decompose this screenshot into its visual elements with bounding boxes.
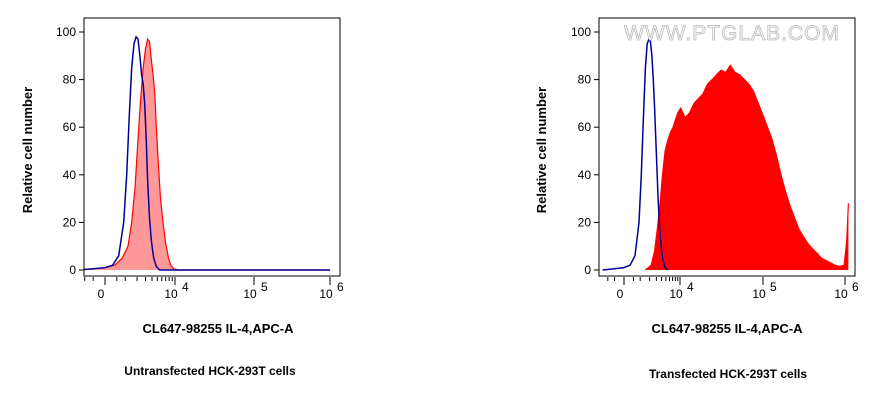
y-axis-ticks: 0 20 40 60 80 100 — [56, 25, 84, 277]
histogram-area-0 — [645, 65, 849, 270]
y-tick-label: 80 — [578, 73, 592, 87]
y-tick-label: 60 — [63, 120, 77, 134]
x-tick-exponent: 4 — [687, 280, 694, 294]
chart-panel-untransfected: Relative cell number 0 20 40 60 80 100 0 10 4 10… — [20, 17, 344, 378]
x-tick-label: 0 — [98, 287, 105, 301]
y-tick-label: 100 — [571, 25, 591, 39]
chart-panel-transfected: Relative cell number WWW.PTGLAB.COM 0 20 4… — [534, 17, 859, 381]
plot-frame — [83, 17, 341, 277]
x-tick-exponent: 4 — [182, 280, 189, 294]
x-tick-exponent: 5 — [261, 280, 268, 294]
x-tick-label: 10 — [669, 287, 683, 301]
x-tick-label: 10 — [834, 287, 848, 301]
y-tick-label: 100 — [56, 25, 76, 39]
y-tick-label: 0 — [69, 263, 76, 277]
histogram-line-0 — [645, 64, 849, 271]
histogram-area-0 — [84, 39, 330, 270]
x-tick-exponent: 6 — [852, 280, 859, 294]
x-tick-label: 10 — [164, 287, 178, 301]
y-tick-label: 0 — [584, 263, 591, 277]
watermark: WWW.PTGLAB.COM — [624, 22, 840, 45]
x-tick-label: 0 — [617, 287, 624, 301]
y-axis-title: Relative cell number — [20, 87, 35, 213]
x-tick-label: 10 — [319, 287, 333, 301]
x-tick-label: 10 — [243, 287, 257, 301]
plot-area — [602, 37, 849, 271]
panel-caption: Untransfected HCK-293T cells — [124, 364, 296, 378]
series-layer — [84, 35, 330, 271]
y-tick-label: 20 — [578, 215, 592, 229]
histogram-line-1 — [84, 35, 330, 271]
x-axis-ticks: 0 10 4 10 5 10 6 — [607, 277, 859, 301]
x-tick-exponent: 5 — [770, 280, 777, 294]
histogram-line-0 — [84, 37, 330, 271]
x-tick-exponent: 6 — [337, 280, 344, 294]
y-tick-label: 40 — [63, 168, 77, 182]
x-axis-title: CL647-98255 IL-4,APC-A — [652, 321, 804, 336]
x-axis-title: CL647-98255 IL-4,APC-A — [143, 321, 295, 336]
series-layer — [602, 37, 849, 271]
histogram-line-1 — [602, 37, 669, 271]
y-tick-label: 20 — [63, 215, 77, 229]
plot-frame — [598, 17, 856, 277]
y-tick-label: 40 — [578, 168, 592, 182]
y-axis-ticks: 0 20 40 60 80 100 — [571, 25, 599, 277]
panel-caption: Transfected HCK-293T cells — [649, 367, 807, 381]
y-tick-label: 80 — [63, 73, 77, 87]
x-axis-ticks: 0 10 4 10 5 10 6 — [84, 277, 344, 301]
y-axis-title: Relative cell number — [534, 87, 549, 213]
plot-area — [84, 35, 330, 271]
y-tick-label: 60 — [578, 120, 592, 134]
x-tick-label: 10 — [752, 287, 766, 301]
